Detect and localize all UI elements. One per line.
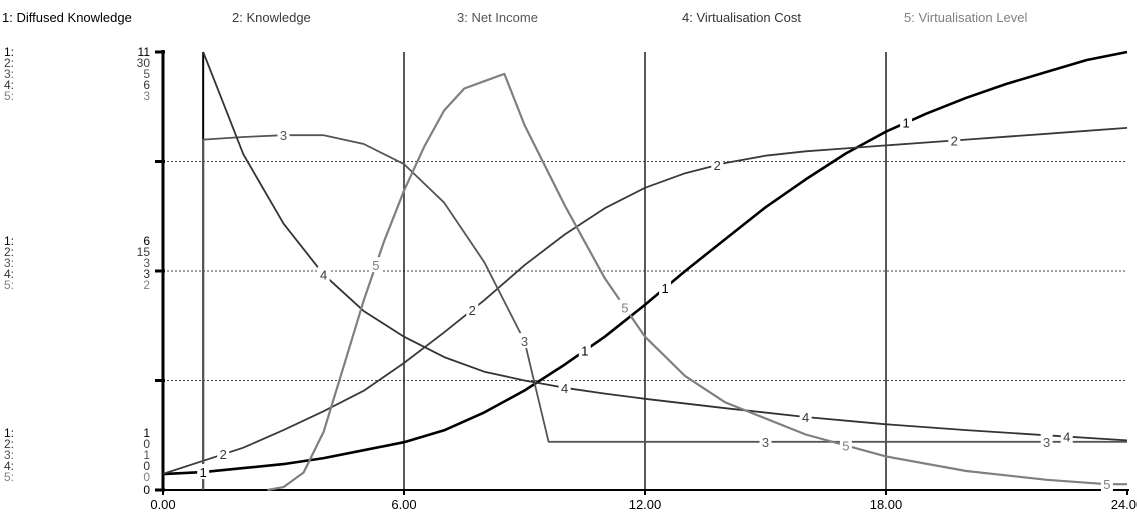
series-marker-bg — [799, 409, 812, 424]
series-marker-2: 2 — [951, 133, 958, 148]
series-marker-bg — [659, 279, 672, 295]
series-line-1 — [162, 50, 1128, 476]
x-tick-label: 12.00 — [629, 497, 662, 512]
series-marker-bg — [317, 266, 330, 282]
y-scale-index-middle: 5: — [4, 278, 14, 292]
series-line-5 — [267, 72, 1127, 492]
x-tick-label: 18.00 — [870, 497, 903, 512]
series-marker-bg — [1060, 428, 1073, 444]
y-scale-label-bottom: 0 — [143, 483, 150, 497]
y-scale-index-middle: 4: — [4, 267, 14, 281]
series-marker-4: 4 — [802, 410, 809, 425]
y-scale-label-top: 3 — [143, 89, 150, 103]
legend-entry-5: 5: Virtualisation Level — [904, 10, 1027, 25]
y-scale-index-lower: 5: — [4, 470, 14, 484]
series-marker-1: 1 — [661, 281, 668, 296]
y-scale-label-middle: 15 — [137, 245, 151, 259]
series-marker-bg — [1040, 433, 1053, 449]
series-marker-3: 3 — [762, 435, 769, 450]
series-marker-bg — [618, 299, 631, 315]
y-scale-label-middle: 3 — [143, 256, 150, 270]
y-scale-label-lower: 0 — [143, 470, 150, 484]
y-scale-index-lower: 2: — [4, 437, 14, 451]
legend-entry-3: 3: Net Income — [457, 10, 538, 25]
y-scale-index-middle: 1: — [4, 234, 14, 248]
y-scale-index-middle: 3: — [4, 256, 14, 270]
series-line-2 — [162, 127, 1128, 475]
series-marker-bg — [197, 464, 210, 480]
y-scale-index-lower: 4: — [4, 459, 14, 473]
y-scale-label-middle: 6 — [143, 234, 150, 248]
y-scale-index-lower: 3: — [4, 448, 14, 462]
y-scale-label-top: 6 — [143, 78, 150, 92]
series-marker-5: 5 — [842, 438, 849, 453]
series-line-3 — [202, 134, 1127, 490]
series-marker-bg — [1100, 476, 1113, 492]
series-marker-3: 3 — [1043, 435, 1050, 450]
y-scale-index-top: 3: — [4, 67, 14, 81]
series-marker-5: 5 — [1103, 477, 1110, 492]
legend-entry-2: 2: Knowledge — [232, 10, 311, 25]
y-scale-label-lower: 1 — [143, 426, 150, 440]
series-marker-4: 4 — [561, 381, 568, 396]
series-marker-bg — [369, 257, 382, 273]
y-scale-index-middle: 2: — [4, 245, 14, 259]
series-marker-bg — [518, 333, 531, 349]
series-marker-bg — [948, 132, 961, 148]
x-tick-label: 6.00 — [391, 497, 416, 512]
y-scale-label-top: 5 — [143, 67, 150, 81]
series-marker-bg — [711, 157, 724, 173]
legend-entry-1: 1: Diffused Knowledge — [2, 10, 132, 25]
series-line-4 — [202, 51, 1128, 442]
series-marker-bg — [839, 437, 852, 453]
y-scale-index-top: 2: — [4, 56, 14, 70]
x-tick-label: 24.00 — [1111, 497, 1137, 512]
series-marker-1: 1 — [581, 344, 588, 359]
x-tick-label: 0.00 — [150, 497, 175, 512]
series-marker-bg — [900, 114, 913, 130]
y-scale-label-lower: 0 — [143, 437, 150, 451]
y-scale-index-top: 5: — [4, 89, 14, 103]
series-marker-2: 2 — [714, 158, 721, 173]
series-marker-3: 3 — [521, 334, 528, 349]
series-marker-1: 1 — [200, 465, 207, 480]
series-marker-bg — [558, 379, 571, 395]
y-scale-label-top: 30 — [137, 56, 151, 70]
series-marker-2: 2 — [220, 447, 227, 462]
y-scale-index-lower: 1: — [4, 426, 14, 440]
series-marker-4: 4 — [320, 268, 327, 283]
series-marker-2: 2 — [469, 303, 476, 318]
y-scale-label-middle: 3 — [143, 267, 150, 281]
series-marker-bg — [277, 127, 290, 143]
series-marker-bg — [466, 301, 479, 317]
y-scale-label-middle: 2 — [143, 278, 150, 292]
legend-entry-4: 4: Virtualisation Cost — [682, 10, 801, 25]
y-scale-index-top: 4: — [4, 78, 14, 92]
y-scale-label-top: 11 — [138, 45, 151, 59]
series-marker-bg — [578, 342, 591, 358]
series-marker-5: 5 — [372, 258, 379, 273]
y-scale-label-lower: 1 — [143, 448, 150, 462]
series-marker-4: 4 — [1063, 430, 1070, 445]
series-marker-1: 1 — [902, 116, 909, 131]
series-marker-bg — [217, 446, 230, 462]
series-marker-bg — [759, 433, 772, 449]
y-scale-label-lower: 0 — [143, 459, 150, 473]
series-marker-5: 5 — [621, 301, 628, 316]
series-marker-3: 3 — [280, 128, 287, 143]
y-scale-index-top: 1: — [4, 45, 14, 59]
